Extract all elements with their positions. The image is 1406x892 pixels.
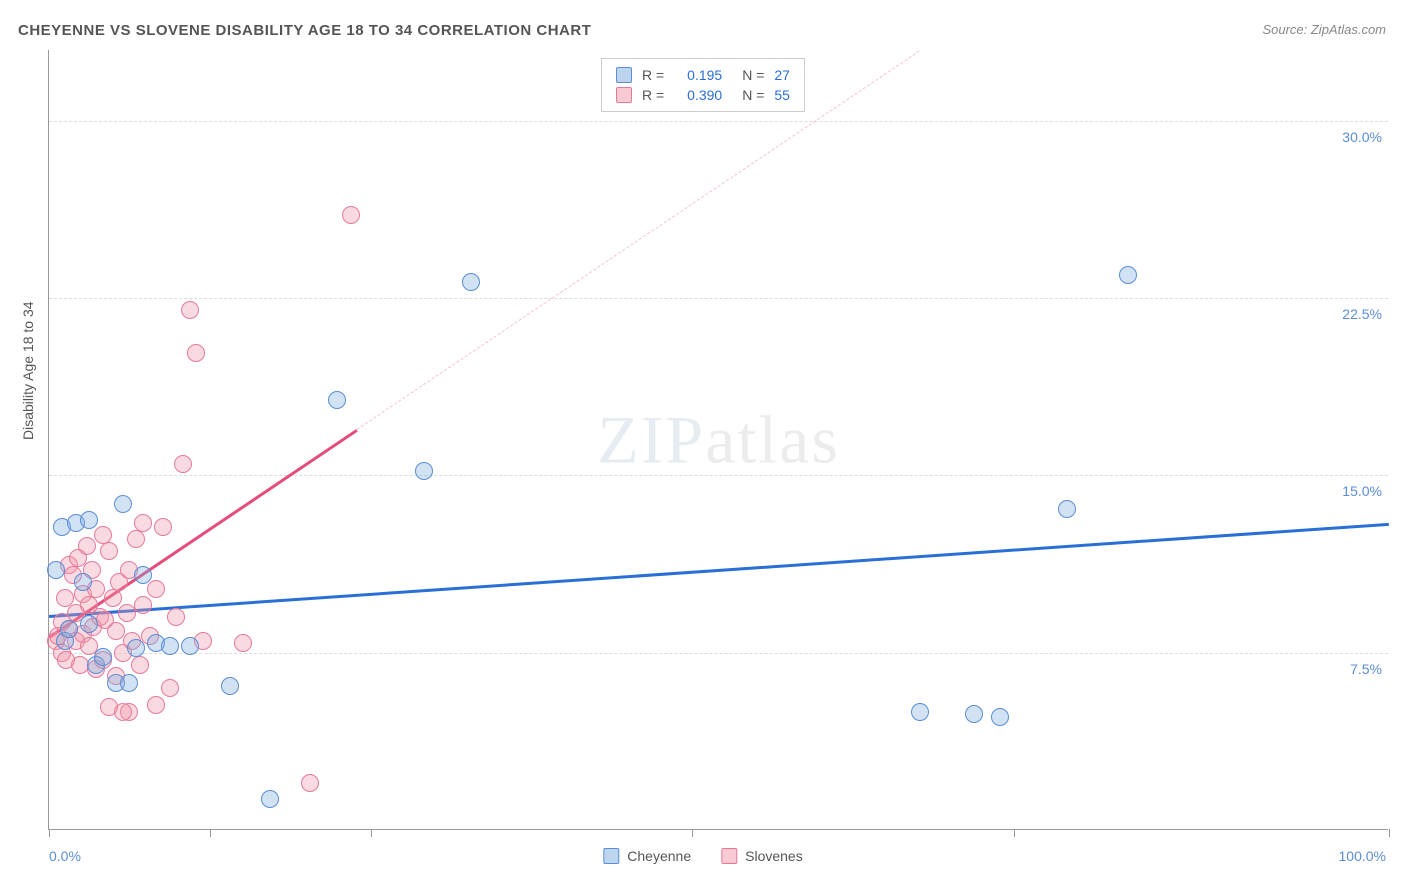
data-point-cheyenne	[221, 677, 239, 695]
data-point-cheyenne	[94, 648, 112, 666]
data-point-cheyenne	[47, 561, 65, 579]
data-point-cheyenne	[127, 639, 145, 657]
data-point-cheyenne	[415, 462, 433, 480]
data-point-slovenes	[154, 518, 172, 536]
data-point-slovenes	[147, 696, 165, 714]
x-tick	[371, 829, 372, 837]
swatch-blue-icon	[616, 67, 632, 83]
r-value: 0.390	[674, 87, 722, 103]
data-point-slovenes	[127, 530, 145, 548]
trend-line-cheyenne	[49, 523, 1389, 618]
gridline-h	[49, 653, 1388, 654]
data-point-cheyenne	[965, 705, 983, 723]
legend-label: Cheyenne	[627, 848, 691, 864]
data-point-cheyenne	[80, 615, 98, 633]
data-point-slovenes	[107, 622, 125, 640]
data-point-slovenes	[94, 526, 112, 544]
y-tick-label: 15.0%	[1342, 483, 1382, 499]
y-tick-label: 22.5%	[1342, 306, 1382, 322]
data-point-cheyenne	[114, 495, 132, 513]
y-tick-label: 30.0%	[1342, 129, 1382, 145]
data-point-cheyenne	[261, 790, 279, 808]
data-point-cheyenne	[462, 273, 480, 291]
chart-title: CHEYENNE VS SLOVENE DISABILITY AGE 18 TO…	[18, 22, 591, 39]
data-point-cheyenne	[120, 674, 138, 692]
data-point-slovenes	[147, 580, 165, 598]
data-point-slovenes	[131, 656, 149, 674]
legend-series: Cheyenne Slovenes	[603, 848, 802, 864]
data-point-slovenes	[134, 514, 152, 532]
y-tick-label: 7.5%	[1350, 661, 1382, 677]
data-point-slovenes	[104, 589, 122, 607]
data-point-slovenes	[187, 344, 205, 362]
watermark: ZIPatlas	[597, 400, 840, 479]
r-label: R =	[642, 67, 664, 83]
data-point-slovenes	[100, 542, 118, 560]
n-label: N =	[742, 87, 764, 103]
plot-area: ZIPatlas 7.5%15.0%22.5%30.0%0.0%100.0%	[48, 50, 1388, 830]
data-point-cheyenne	[911, 703, 929, 721]
gridline-h	[49, 121, 1388, 122]
gridline-h	[49, 298, 1388, 299]
legend-item-cheyenne: Cheyenne	[603, 848, 691, 864]
correlation-chart: CHEYENNE VS SLOVENE DISABILITY AGE 18 TO…	[0, 0, 1406, 892]
legend-row-slovenes: R = 0.390 N = 55	[616, 85, 790, 105]
data-point-cheyenne	[134, 566, 152, 584]
data-point-slovenes	[134, 596, 152, 614]
n-value: 55	[774, 87, 790, 103]
r-label: R =	[642, 87, 664, 103]
x-tick	[49, 829, 50, 837]
data-point-slovenes	[234, 634, 252, 652]
gridline-h	[49, 475, 1388, 476]
swatch-pink-icon	[616, 87, 632, 103]
data-point-cheyenne	[60, 620, 78, 638]
data-point-cheyenne	[1119, 266, 1137, 284]
data-point-cheyenne	[74, 573, 92, 591]
x-tick	[1389, 829, 1390, 837]
data-point-slovenes	[301, 774, 319, 792]
x-tick	[1014, 829, 1015, 837]
data-point-slovenes	[114, 703, 132, 721]
data-point-slovenes	[342, 206, 360, 224]
data-point-slovenes	[161, 679, 179, 697]
data-point-slovenes	[78, 537, 96, 555]
y-axis-title: Disability Age 18 to 34	[20, 301, 36, 440]
watermark-bold: ZIP	[597, 401, 705, 477]
x-tick	[692, 829, 693, 837]
legend-item-slovenes: Slovenes	[721, 848, 803, 864]
data-point-cheyenne	[80, 511, 98, 529]
data-point-cheyenne	[181, 637, 199, 655]
swatch-blue-icon	[603, 848, 619, 864]
n-label: N =	[742, 67, 764, 83]
x-tick-label: 0.0%	[49, 848, 81, 864]
data-point-slovenes	[181, 301, 199, 319]
x-tick-label: 100.0%	[1339, 848, 1386, 864]
n-value: 27	[774, 67, 790, 83]
swatch-pink-icon	[721, 848, 737, 864]
data-point-cheyenne	[991, 708, 1009, 726]
legend-correlation: R = 0.195 N = 27 R = 0.390 N = 55	[601, 58, 805, 112]
data-point-slovenes	[174, 455, 192, 473]
legend-row-cheyenne: R = 0.195 N = 27	[616, 65, 790, 85]
data-point-cheyenne	[328, 391, 346, 409]
data-point-slovenes	[167, 608, 185, 626]
data-point-cheyenne	[161, 637, 179, 655]
legend-label: Slovenes	[745, 848, 803, 864]
r-value: 0.195	[674, 67, 722, 83]
data-point-cheyenne	[1058, 500, 1076, 518]
chart-source: Source: ZipAtlas.com	[1262, 22, 1386, 37]
x-tick	[210, 829, 211, 837]
watermark-thin: atlas	[705, 401, 840, 477]
